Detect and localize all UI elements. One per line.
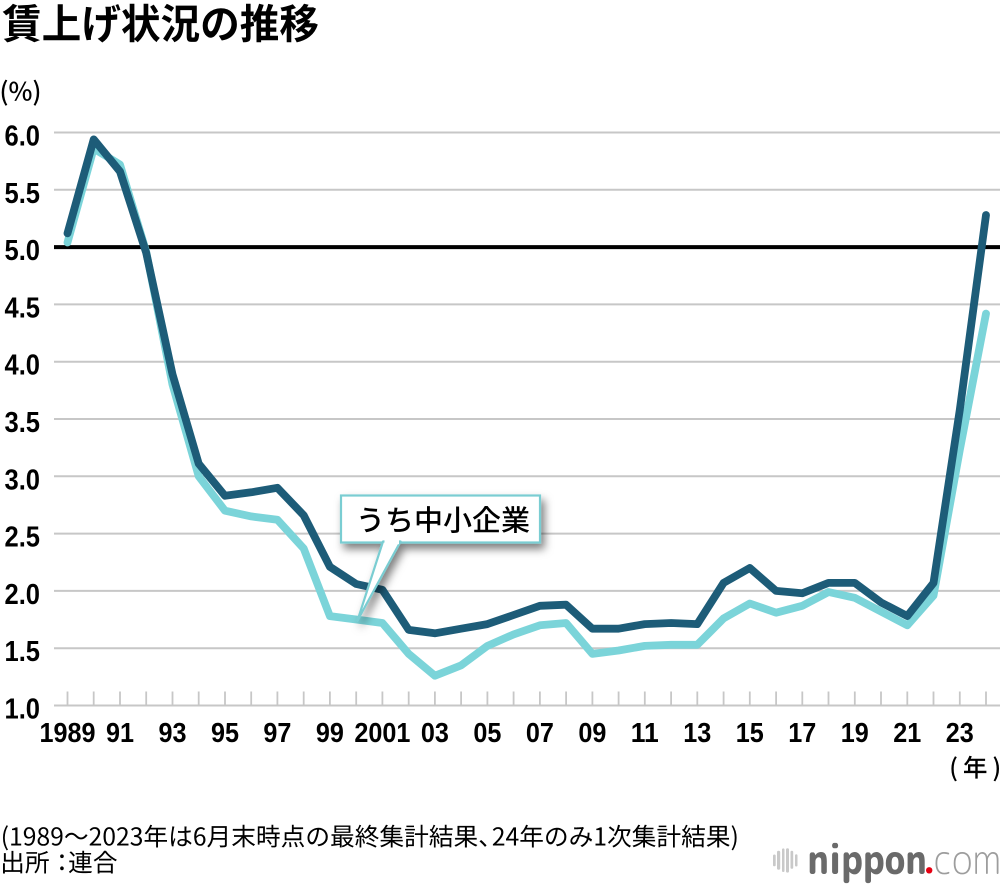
svg-text:13: 13 [683, 717, 711, 748]
svg-text:4.5: 4.5 [5, 292, 41, 324]
svg-text:5.0: 5.0 [5, 235, 41, 267]
svg-text:09: 09 [578, 717, 606, 748]
svg-text:15: 15 [736, 717, 764, 748]
svg-text:17: 17 [788, 717, 816, 748]
svg-text:97: 97 [263, 717, 291, 748]
svg-text:03: 03 [421, 717, 449, 748]
svg-text:2.5: 2.5 [5, 522, 41, 554]
svg-text:91: 91 [106, 717, 134, 748]
svg-text:5.5: 5.5 [5, 178, 41, 210]
svg-text:1989: 1989 [40, 717, 96, 748]
svg-text:19: 19 [841, 717, 869, 748]
svg-text:3.5: 3.5 [5, 407, 41, 439]
svg-text:1.5: 1.5 [5, 636, 41, 668]
svg-text:21: 21 [893, 717, 921, 748]
svg-text:05: 05 [473, 717, 501, 748]
svg-text:93: 93 [159, 717, 187, 748]
svg-text:3.0: 3.0 [5, 464, 41, 496]
svg-text:1.0: 1.0 [5, 694, 41, 726]
svg-text:11: 11 [631, 717, 659, 748]
svg-text:95: 95 [211, 717, 239, 748]
svg-text:23: 23 [946, 717, 974, 748]
svg-text:4.0: 4.0 [5, 350, 41, 382]
svg-text:07: 07 [526, 717, 554, 748]
svg-text:2.0: 2.0 [5, 579, 41, 611]
svg-text:2001: 2001 [354, 717, 410, 748]
svg-text:6.0: 6.0 [5, 121, 41, 153]
svg-text:99: 99 [316, 717, 344, 748]
